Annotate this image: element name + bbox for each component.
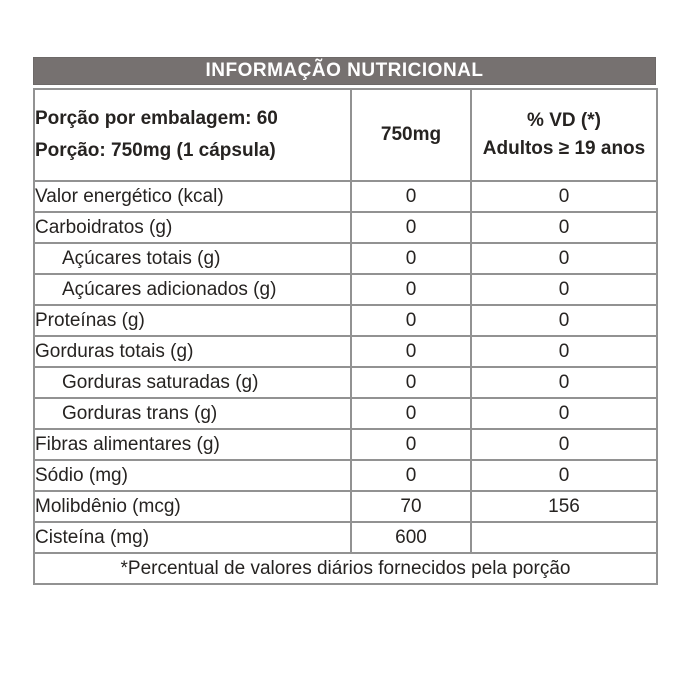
dv-value: 0 (470, 273, 658, 306)
amount-column-header: 750mg (350, 88, 472, 182)
nutrient-label: Cisteína (mg) (33, 521, 352, 554)
nutrient-label: Açúcares totais (g) (33, 242, 352, 275)
amount-value: 0 (350, 273, 472, 306)
dv-value: 0 (470, 459, 658, 492)
amount-value: 0 (350, 428, 472, 461)
nutrition-title: INFORMAÇÃO NUTRICIONAL (205, 60, 484, 81)
dv-value: 0 (470, 304, 658, 337)
dv-value: 0 (470, 211, 658, 244)
dv-column-header: % VD (*) Adultos ≥ 19 anos (470, 88, 658, 182)
dv-value (470, 521, 658, 554)
amount-value: 0 (350, 242, 472, 275)
dv-value: 0 (470, 242, 658, 275)
dv-value: 156 (470, 490, 658, 523)
nutrient-label: Gorduras trans (g) (33, 397, 352, 430)
table-row: Carboidratos (g) 0 0 (33, 211, 658, 244)
nutrient-label: Gorduras totais (g) (33, 335, 352, 368)
dv-value: 0 (470, 428, 658, 461)
serving-size: Porção: 750mg (1 cápsula) (35, 140, 276, 161)
amount-value: 0 (350, 335, 472, 368)
table-row: Açúcares totais (g) 0 0 (33, 242, 658, 275)
nutrient-label: Valor energético (kcal) (33, 180, 352, 213)
amount-value: 0 (350, 366, 472, 399)
footnote-row: *Percentual de valores diários fornecido… (33, 552, 658, 585)
table-row: Gorduras trans (g) 0 0 (33, 397, 658, 430)
nutrient-label: Açúcares adicionados (g) (33, 273, 352, 306)
table-row: Gorduras saturadas (g) 0 0 (33, 366, 658, 399)
table-row: Fibras alimentares (g) 0 0 (33, 428, 658, 461)
dv-value: 0 (470, 366, 658, 399)
footnote: *Percentual de valores diários fornecido… (33, 552, 658, 585)
serving-info-cell: Porção por embalagem: 60 Porção: 750mg (… (33, 88, 352, 182)
table-row: Valor energético (kcal) 0 0 (33, 180, 658, 213)
dv-value: 0 (470, 180, 658, 213)
table-row: Proteínas (g) 0 0 (33, 304, 658, 337)
serving-per-package: Porção por embalagem: 60 (35, 108, 278, 129)
dv-value: 0 (470, 335, 658, 368)
nutrient-label: Gorduras saturadas (g) (33, 366, 352, 399)
amount-value: 0 (350, 397, 472, 430)
dv-audience: Adultos ≥ 19 anos (482, 138, 646, 159)
table-row: Molibdênio (mcg) 70 156 (33, 490, 658, 523)
amount-value: 0 (350, 180, 472, 213)
nutrient-label: Carboidratos (g) (33, 211, 352, 244)
table-row: Gorduras totais (g) 0 0 (33, 335, 658, 368)
table-row: Sódio (mg) 0 0 (33, 459, 658, 492)
nutrient-label: Molibdênio (mcg) (33, 490, 352, 523)
nutrient-label: Sódio (mg) (33, 459, 352, 492)
amount-value: 70 (350, 490, 472, 523)
amount-value: 0 (350, 304, 472, 337)
dv-value: 0 (470, 397, 658, 430)
amount-value: 0 (350, 211, 472, 244)
title-bar: INFORMAÇÃO NUTRICIONAL (33, 57, 656, 85)
nutrient-label: Fibras alimentares (g) (33, 428, 352, 461)
table-row: Cisteína (mg) 600 (33, 521, 658, 554)
nutrition-label: INFORMAÇÃO NUTRICIONAL Porção por embala… (33, 57, 658, 585)
nutrition-table: Porção por embalagem: 60 Porção: 750mg (… (33, 88, 658, 585)
table-header-row: Porção por embalagem: 60 Porção: 750mg (… (33, 88, 658, 182)
nutrient-label: Proteínas (g) (33, 304, 352, 337)
table-row: Açúcares adicionados (g) 0 0 (33, 273, 658, 306)
amount-value: 0 (350, 459, 472, 492)
amount-value: 600 (350, 521, 472, 554)
dv-title: % VD (*) (527, 110, 601, 131)
